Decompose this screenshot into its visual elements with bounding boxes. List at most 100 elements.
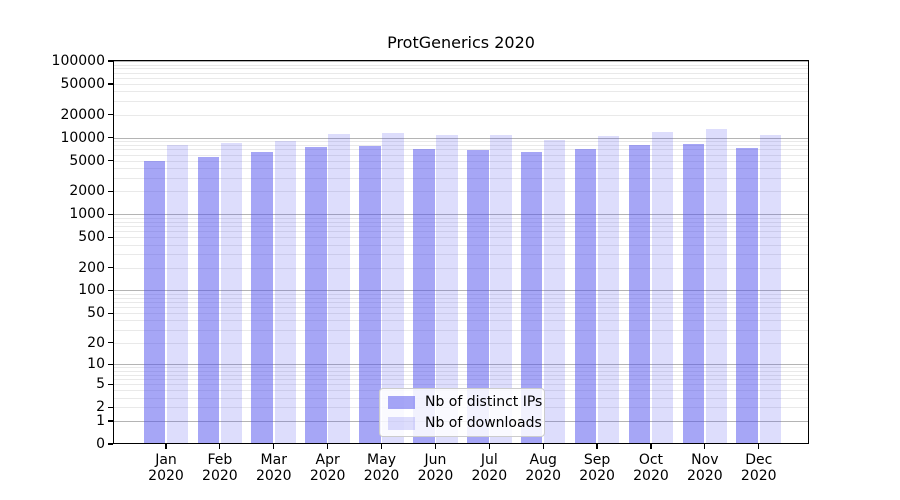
bar-downloads [705,129,728,444]
bar-distinct-ips [736,147,758,444]
gridline-minor [114,77,808,79]
x-tick-mark [704,444,706,449]
y-tick-mark [108,443,113,445]
gridline-minor [114,320,808,322]
y-tick-label: 0 [96,436,105,452]
gridline-minor [114,149,808,151]
gridline-minor [114,293,808,295]
x-tick-label: Nov 2020 [687,452,723,485]
bar-downloads [651,131,674,444]
gridline-minor [114,68,808,70]
y-tick-label: 1000 [69,206,105,223]
gridline-minor [114,191,808,193]
bar-distinct-ips [197,157,220,444]
x-tick-label: Mar 2020 [255,452,292,485]
gridline-minor [114,160,808,162]
y-tick-label: 500 [78,229,105,246]
x-tick-label: Jun 2020 [417,452,454,485]
y-tick-mark [108,60,113,62]
legend-label-distinct-ips: Nb of distinct IPs [425,394,543,410]
gridline-minor [114,367,808,369]
y-tick-mark [108,420,113,422]
gridline-major [114,290,808,292]
x-tick-mark [596,444,598,449]
gridline-minor [114,91,808,93]
y-tick-label: 50000 [60,76,105,93]
gridline-minor [114,237,808,239]
y-tick-mark [108,342,113,344]
x-tick-label: Feb 2020 [202,452,238,485]
legend-swatch-downloads [388,416,415,430]
y-tick-label: 20 [87,334,105,351]
gridline-major [114,137,808,139]
y-tick-mark [108,113,113,116]
bar-downloads [543,140,566,444]
gridline-minor [114,379,808,381]
y-tick-mark [108,236,113,238]
gridline-minor [114,84,808,86]
y-tick-label: 1 [96,412,105,429]
x-tick-label: Apr 2020 [309,452,346,485]
gridline-minor [114,374,808,376]
gridline-major [114,364,808,366]
legend-label-downloads: Nb of downloads [425,415,542,431]
gridline-minor [114,313,808,315]
x-tick-mark [165,444,167,449]
bar-downloads [166,145,189,444]
y-tick-mark [108,136,113,139]
gridline-minor [114,342,808,344]
gridline-minor [114,145,808,147]
gridline-major [114,214,808,216]
bar-distinct-ips [305,147,327,444]
bar-distinct-ips [359,146,381,444]
gridline-major [114,60,808,62]
x-tick-mark [488,444,490,449]
x-tick-label: Dec 2020 [740,452,777,485]
gridline-minor [114,370,808,372]
y-tick-label: 20000 [60,106,105,123]
x-tick-mark [219,444,221,449]
x-tick-label: Oct 2020 [633,452,669,485]
gridline-minor [114,154,808,156]
y-tick-label: 5000 [69,152,105,169]
x-tick-label: Sep 2020 [579,452,615,485]
y-tick-mark [108,406,113,409]
x-tick-label: Aug 2020 [525,452,561,485]
bar-distinct-ips [467,149,489,444]
legend-swatch-distinct-ips [388,395,415,409]
gridline-minor [114,297,808,299]
bar-distinct-ips [413,148,435,444]
gridline-minor [114,307,808,309]
y-tick-label: 5 [96,376,105,393]
bar-downloads [382,133,404,444]
legend: Nb of distinct IPs Nb of downloads [379,388,545,437]
x-tick-mark [273,444,275,449]
gridline-minor [114,384,808,386]
bar-distinct-ips [251,152,273,444]
y-tick-label: 10 [87,356,105,373]
gridline-minor [114,244,808,246]
gridline-minor [114,101,808,103]
bar-downloads [490,135,512,444]
x-tick-label: Jan 2020 [148,452,184,485]
gridline-minor [114,254,808,256]
gridline-minor [114,302,808,304]
gridline-minor [114,267,808,269]
y-tick-mark [108,83,113,85]
bar-distinct-ips [682,143,705,444]
y-tick-label: 2 [96,399,105,416]
y-tick-label: 50 [87,305,105,322]
bar-distinct-ips [628,145,651,444]
bar-distinct-ips [520,152,543,444]
y-tick-label: 100 [78,282,105,299]
gridline-minor [114,168,808,170]
x-tick-label: May 2020 [363,452,400,485]
x-tick-label: Jul 2020 [471,452,508,485]
y-tick-label: 200 [78,259,105,276]
gridline-minor [114,72,808,74]
y-tick-mark [108,289,113,292]
y-tick-mark [108,312,113,314]
y-tick-label: 100000 [51,52,105,69]
x-tick-mark [434,444,436,449]
x-tick-mark [327,444,329,449]
